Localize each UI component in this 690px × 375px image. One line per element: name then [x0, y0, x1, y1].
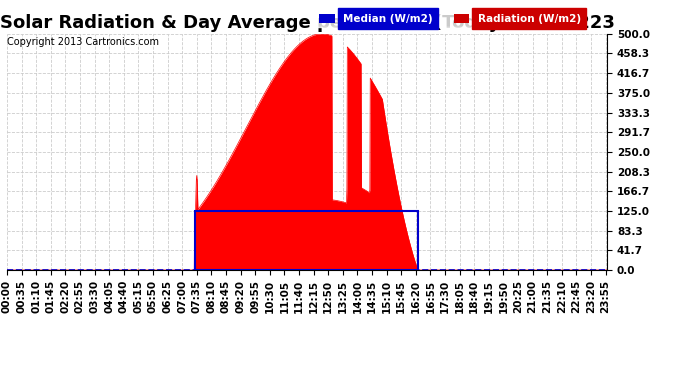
Legend: Median (W/m2), Radiation (W/m2): Median (W/m2), Radiation (W/m2) — [316, 10, 584, 27]
Text: Copyright 2013 Cartronics.com: Copyright 2013 Cartronics.com — [7, 37, 159, 47]
Title: Solar Radiation & Day Average per Minute (Today) 20131223: Solar Radiation & Day Average per Minute… — [0, 14, 615, 32]
Bar — [195, 211, 418, 270]
